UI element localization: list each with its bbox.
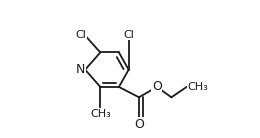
Text: Cl: Cl	[123, 30, 134, 40]
Text: CH₃: CH₃	[90, 109, 111, 119]
Text: O: O	[152, 80, 162, 93]
Text: O: O	[134, 118, 144, 131]
Text: N: N	[76, 63, 85, 76]
Text: CH₃: CH₃	[188, 82, 209, 92]
Text: Cl: Cl	[76, 30, 86, 40]
